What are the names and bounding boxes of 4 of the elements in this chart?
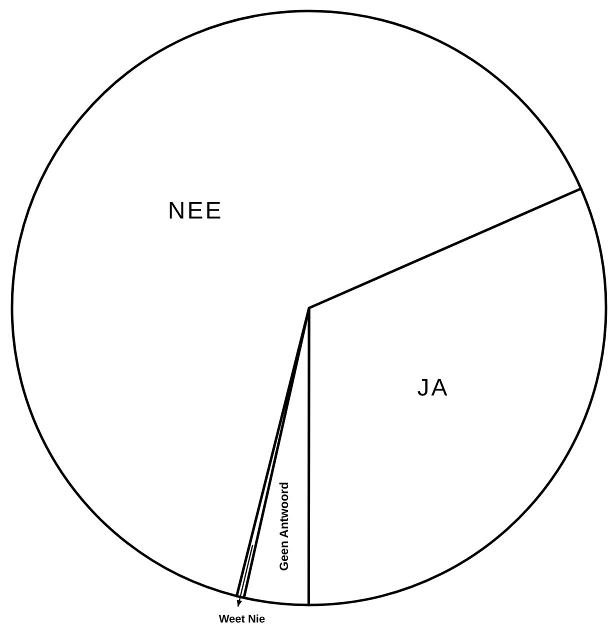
- slice-label: Geen Antwoord: [276, 482, 291, 571]
- slice-label: JA: [417, 374, 450, 402]
- legend-label: Weet Nie: [218, 614, 266, 626]
- slice-label: NEE: [168, 197, 224, 224]
